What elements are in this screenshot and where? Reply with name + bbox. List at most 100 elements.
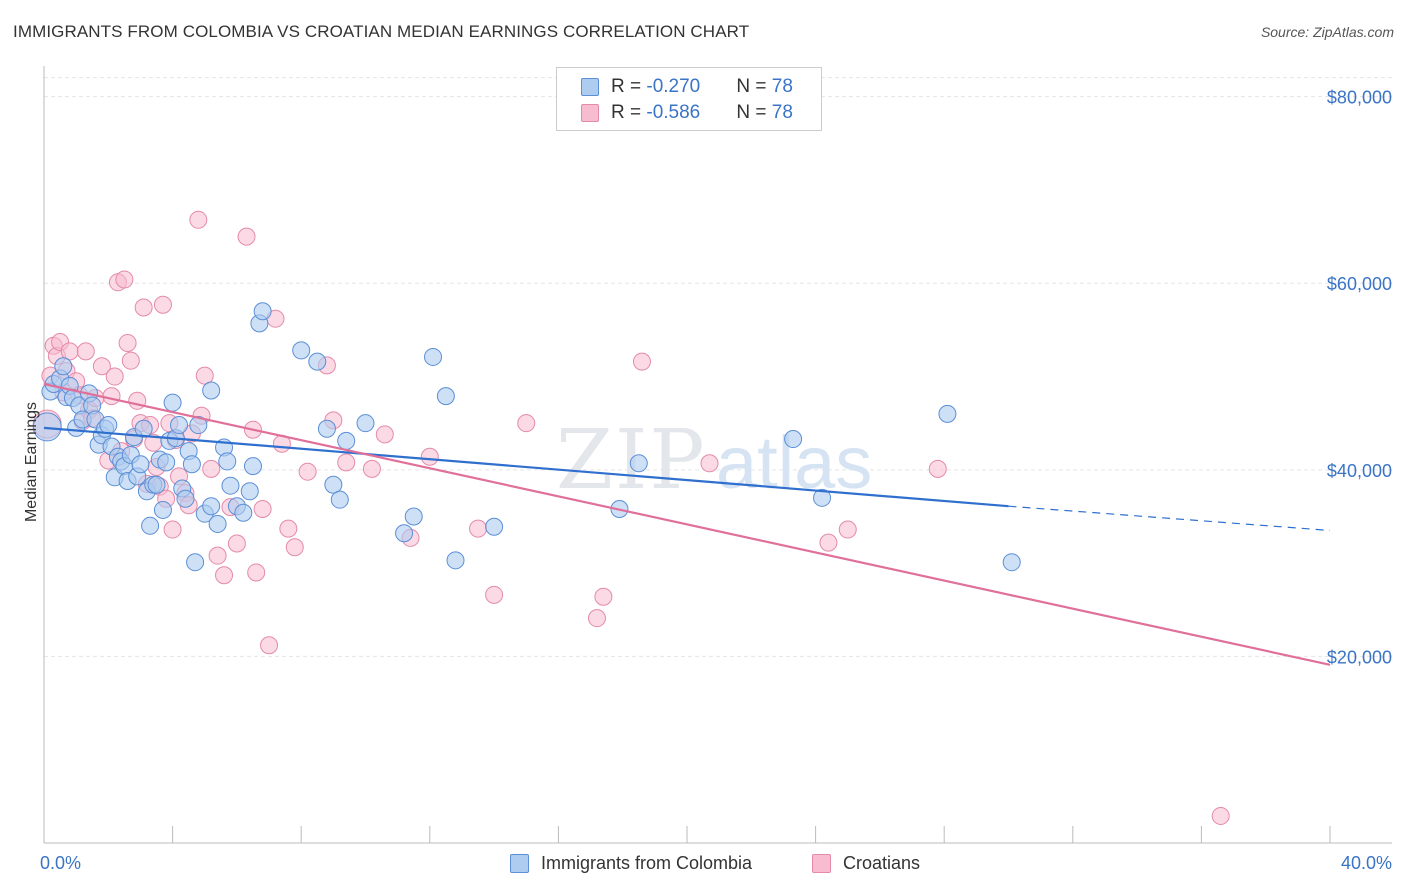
legend-n-value: 78 [771,76,793,97]
legend-label-croatians: Croatians [843,853,921,873]
colombia-point [436,387,455,406]
y-tick-label: $80,000 [1327,88,1392,108]
colombia-point [356,414,375,433]
colombia-point [308,352,327,371]
croatians-point [260,636,279,655]
trend-lines [43,382,1331,666]
croatians-point [838,520,857,539]
legend-swatch-blue [510,854,529,873]
croatians-point [1211,806,1230,825]
croatians-point [195,366,214,385]
croatians-point [202,459,221,478]
colombia-point [163,393,182,412]
croatians-point [253,500,272,519]
legend-item-croatians[interactable]: Croatians [812,853,920,874]
colombia-point [202,497,221,516]
croatians-point [298,462,317,481]
colombia-point [32,412,62,442]
colombia-point [337,431,356,450]
croatians-point [587,609,606,628]
croatians-point [469,519,488,538]
legend-n-label: N = [736,76,772,97]
colombia-point [938,404,957,423]
legend-swatch-pink [581,104,599,122]
y-tick-label: $20,000 [1327,647,1392,667]
legend-r-value: -0.270 [646,76,701,97]
croatians-point [92,357,111,376]
croatians-point [819,533,838,552]
colombia-trend-line [43,426,1009,508]
croatians-point [121,351,140,370]
legend-swatch-blue [581,78,599,96]
axes [43,66,1392,844]
croatians-point [134,298,153,317]
tick-labels: $20,000 $40,000 $60,000 $80,000 0.0% 40.0% [40,88,1392,873]
colombia-point [404,507,423,526]
croatians-point [163,520,182,539]
colombia-point [424,347,443,366]
colombia-point [134,419,153,438]
colombia-point [317,419,336,438]
series-legend: Immigrants from Colombia Croatians [0,851,1406,879]
legend-item-colombia[interactable]: Immigrants from Colombia [510,853,752,874]
croatians-point [285,538,304,557]
croatians-point [118,333,137,352]
croatians-point [76,342,95,361]
colombia-point [234,503,253,522]
croatians-point [247,563,266,582]
croatians-point [700,454,719,473]
croatians-point [279,519,298,538]
croatians-point [153,295,172,314]
colombia-point [186,553,205,572]
colombia-point [784,430,803,449]
colombia-point [324,475,343,494]
legend-r-label: R = [611,102,647,123]
colombia-point [218,452,237,471]
colombia-point [1002,553,1021,572]
y-axis-label: Median Earnings [23,402,40,522]
colombia-point [629,454,648,473]
colombia-point [131,455,150,474]
croatians-trend-line [43,382,1331,666]
croatians-point [105,367,124,386]
grid [44,77,1392,657]
colombia-point [813,488,832,507]
colombia-point [221,476,240,495]
colombia-trend-extension [1008,505,1331,532]
colombia-point [189,416,208,435]
croatians-point [517,414,536,433]
legend-n-label: N = [736,102,772,123]
colombia-point [243,457,262,476]
colombia-point [54,357,73,376]
source-label: Source: ZipAtlas.com [1260,24,1394,40]
croatians-point [227,534,246,553]
croatians-point [215,566,234,585]
colombia-point [485,517,504,536]
colombia-point [176,489,195,508]
colombia-point [141,516,160,535]
chart-title: IMMIGRANTS FROM COLOMBIA VS CROATIAN MED… [13,22,750,41]
colombia-point [202,381,221,400]
colombia-point [446,551,465,570]
croatians-point [375,425,394,444]
colombia-point [253,302,272,321]
legend-r-value: -0.586 [646,102,701,123]
colombia-point [99,416,118,435]
croatians-point [632,352,651,371]
colombia-point [240,482,259,501]
croatians-point [208,546,227,565]
colombia-point [330,490,349,509]
croatians-point [189,210,208,229]
croatians-point [237,227,256,246]
croatians-point [362,459,381,478]
correlation-legend: R = -0.270 N = 78 R = -0.586 N = 78 [556,67,822,131]
croatians-point [337,453,356,472]
legend-label-colombia: Immigrants from Colombia [541,853,753,873]
colombia-point [182,455,201,474]
croatians-point [115,270,134,289]
colombia-point [153,500,172,519]
y-tick-label: $60,000 [1327,274,1392,294]
colombia-point [292,341,311,360]
x-tick-label: 0.0% [40,853,81,873]
